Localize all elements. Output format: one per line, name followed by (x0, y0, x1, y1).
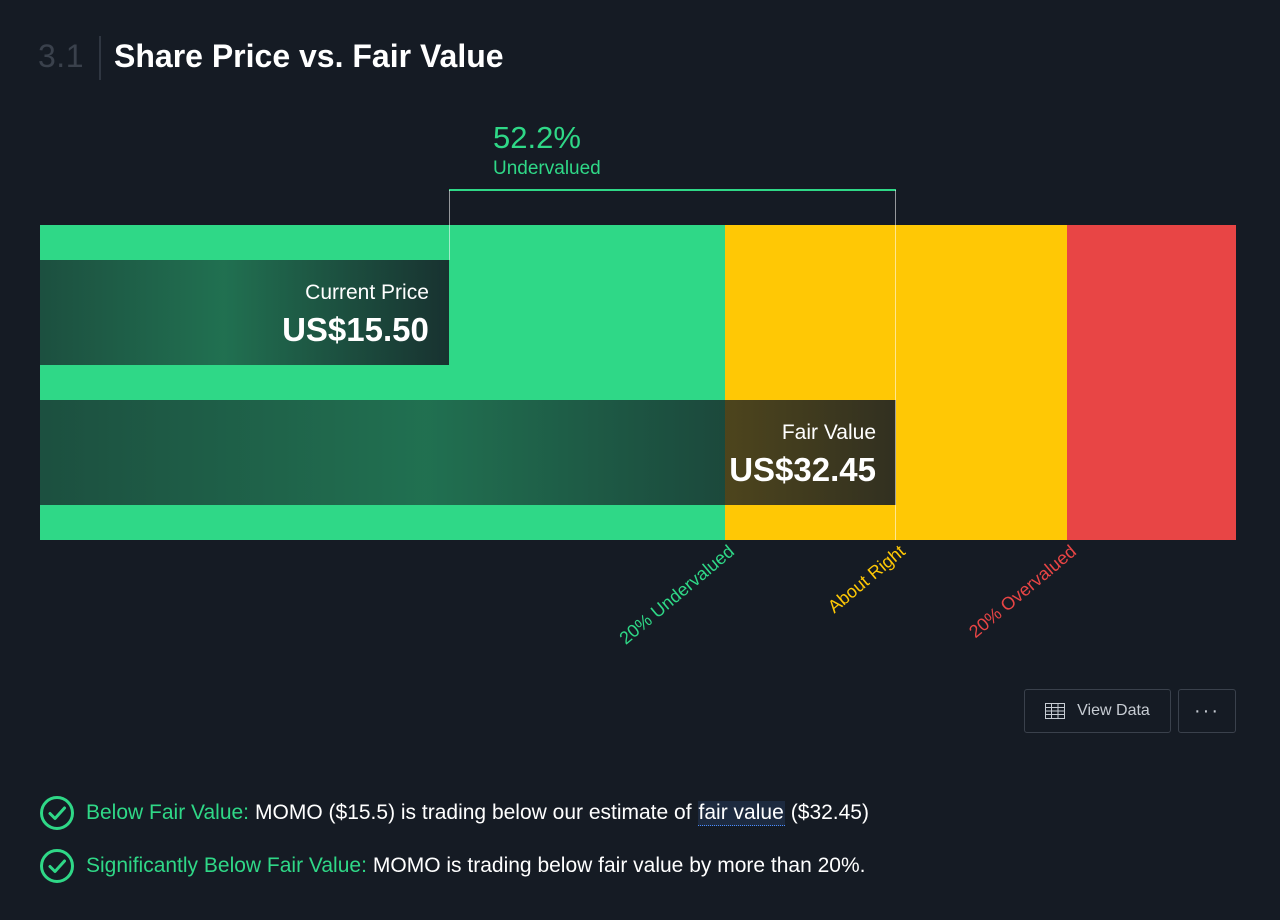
view-data-button[interactable]: View Data (1024, 689, 1171, 733)
more-options-button[interactable]: ··· (1178, 689, 1236, 733)
current-price-label: Current Price (305, 281, 429, 304)
check-label: Below Fair Value: (86, 801, 250, 824)
current-price-value: US$15.50 (282, 311, 429, 348)
zone-overvalued (1067, 225, 1236, 540)
check-text-suffix: ($32.45) (790, 801, 869, 824)
zone-label-about-right: About Right (824, 541, 909, 617)
fair-value-bar: Fair Value US$32.45 (40, 400, 896, 505)
page-title: Share Price vs. Fair Value (114, 38, 504, 74)
difference-percent: 52.2% (493, 120, 581, 155)
table-icon (1045, 703, 1066, 719)
current-price-bar: Current Price US$15.50 (40, 260, 449, 365)
check-circle-icon (40, 796, 74, 830)
view-data-label: View Data (1077, 702, 1150, 719)
zone-label-undervalued: 20% Undervalued (615, 541, 738, 649)
difference-guide-left (448, 190, 450, 260)
title-divider (99, 36, 101, 80)
section-number: 3.1 (38, 38, 84, 74)
fair-value-value: US$32.45 (729, 451, 876, 488)
difference-guide-right (895, 190, 896, 540)
valuation-chart: Current Price US$15.50 Fair Value US$32.… (40, 120, 1236, 649)
check-text: MOMO ($15.5) is trading below our estima… (255, 801, 692, 824)
difference-bracket (448, 189, 896, 191)
fair-value-link[interactable]: fair value (697, 800, 785, 826)
fair-value-label: Fair Value (781, 421, 876, 444)
difference-label: Undervalued (493, 158, 601, 179)
check-circle-icon (40, 849, 74, 883)
check-label: Significantly Below Fair Value: (86, 854, 367, 877)
check-below-fair-value: Below Fair Value: MOMO ($15.5) is tradin… (40, 796, 869, 830)
check-text: MOMO is trading below fair value by more… (372, 854, 866, 877)
more-options-icon: ··· (1194, 699, 1220, 722)
check-significantly-below: Significantly Below Fair Value: MOMO is … (40, 849, 865, 883)
zone-label-overvalued: 20% Overvalued (965, 541, 1081, 642)
